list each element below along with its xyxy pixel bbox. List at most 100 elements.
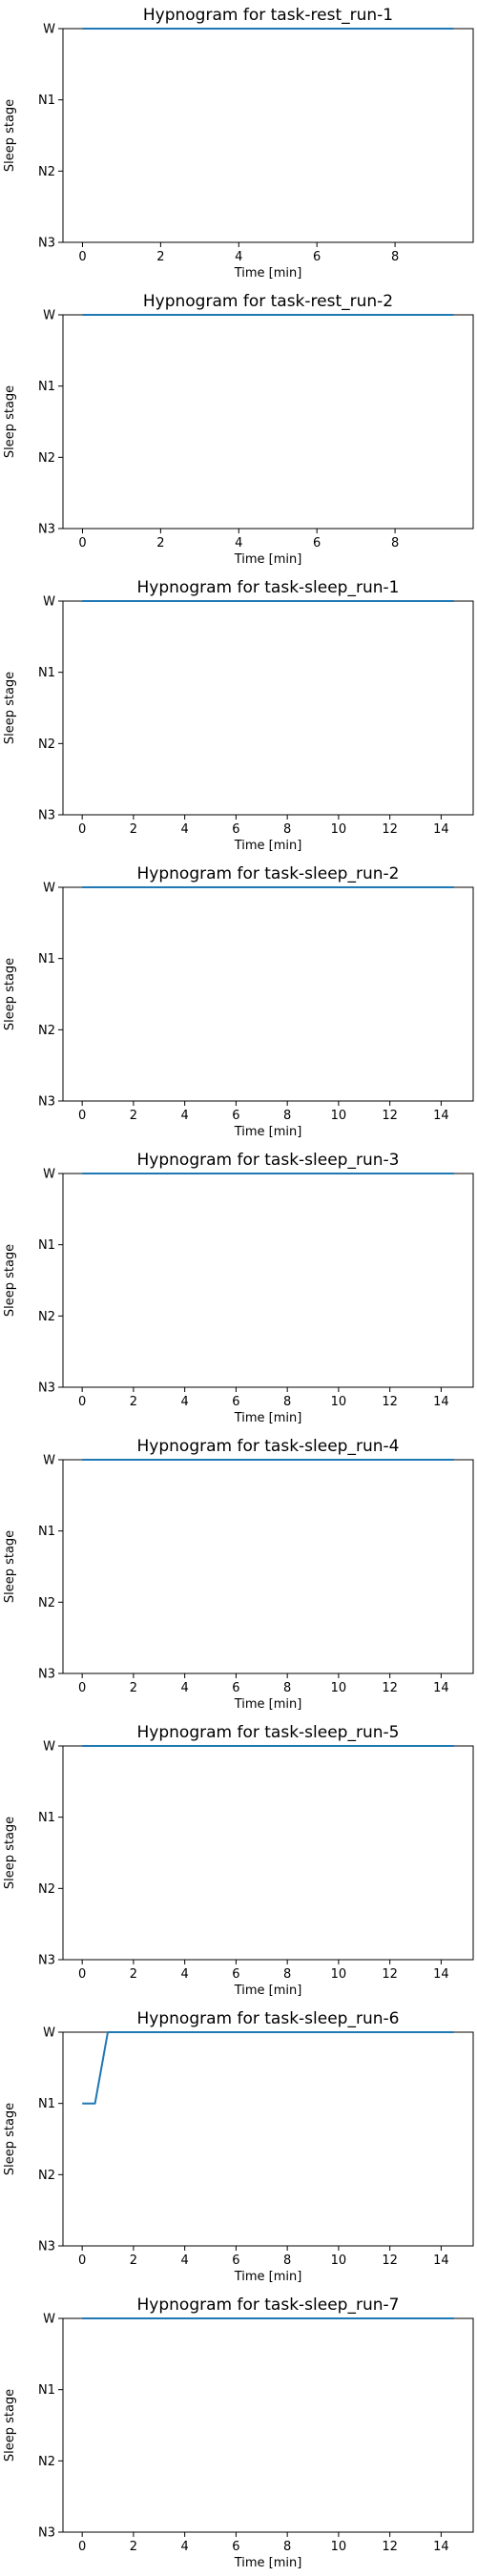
y-tick-label: N3	[38, 2240, 55, 2254]
panel-title: Hypnogram for task-sleep_run-7	[137, 2296, 400, 2315]
panel-title: Hypnogram for task-sleep_run-3	[137, 1151, 400, 1170]
x-tick-label: 0	[78, 250, 86, 264]
subplot-panels: Hypnogram for task-rest_run-1 W N1 N2 N3 0 2 4 6…	[3, 6, 474, 2570]
y-axis-label: Sleep stage	[3, 385, 17, 458]
y-tick-label: N1	[38, 2383, 55, 2398]
x-axis-label: Time [min]	[234, 552, 302, 567]
y-tick-label: N2	[38, 1596, 55, 1610]
y-tick-label: N3	[38, 2526, 55, 2541]
hypnogram-panel: Hypnogram for task-sleep_run-7 W N1 N2 N3 0 2 4…	[3, 2296, 474, 2570]
x-tick-label: 14	[433, 1109, 449, 1123]
hypnogram-panel: Hypnogram for task-sleep_run-3 W N1 N2 N3 0 2 4…	[3, 1151, 474, 1425]
y-axis-label: Sleep stage	[3, 672, 17, 744]
hypnogram-panel: Hypnogram for task-sleep_run-6 W N1 N2 N3 0 2 4…	[3, 2009, 474, 2284]
y-tick-label: N3	[38, 1095, 55, 1110]
x-tick-label: 12	[382, 822, 398, 837]
y-axis-label: Sleep stage	[3, 1530, 17, 1603]
x-tick-label: 10	[331, 2540, 347, 2554]
y-tick-label: W	[43, 1454, 55, 1468]
x-tick-label: 8	[391, 250, 399, 264]
x-tick-label: 8	[283, 2254, 291, 2268]
x-tick-label: 10	[331, 1681, 347, 1695]
y-tick-label: N3	[38, 523, 55, 537]
x-tick-label: 0	[78, 1395, 86, 1409]
y-tick-label: W	[43, 1740, 55, 1755]
y-tick-label: W	[43, 1168, 55, 1182]
x-tick-label: 6	[232, 1681, 239, 1695]
x-tick-label: 2	[130, 1395, 137, 1409]
x-tick-label: 0	[78, 536, 86, 551]
y-tick-label: N1	[38, 666, 55, 680]
hypnogram-panel: Hypnogram for task-rest_run-2 W N1 N2 N3 0 2 4 6…	[3, 292, 474, 567]
y-axis-label: Sleep stage	[3, 958, 17, 1030]
y-tick-label: W	[43, 309, 55, 323]
x-tick-label: 12	[382, 1681, 398, 1695]
x-tick-label: 12	[382, 2540, 398, 2554]
x-tick-label: 8	[283, 822, 291, 837]
x-axis-label: Time [min]	[234, 2556, 302, 2570]
panel-title: Hypnogram for task-sleep_run-1	[137, 578, 400, 597]
x-tick-label: 4	[181, 1109, 189, 1123]
panel-title: Hypnogram for task-sleep_run-6	[137, 2009, 400, 2028]
x-tick-label: 14	[433, 1395, 449, 1409]
y-tick-label: N3	[38, 1381, 55, 1396]
x-tick-label: 6	[232, 2254, 239, 2268]
y-tick-label: W	[43, 882, 55, 896]
x-tick-label: 8	[283, 1967, 291, 1982]
y-tick-label: N1	[38, 952, 55, 966]
x-tick-label: 6	[313, 250, 321, 264]
x-axis-label: Time [min]	[234, 839, 302, 853]
x-tick-label: 6	[232, 822, 239, 837]
x-tick-label: 0	[78, 1109, 86, 1123]
hypnogram-line	[82, 2031, 454, 2105]
panel-title: Hypnogram for task-sleep_run-2	[137, 864, 400, 883]
y-axis-label: Sleep stage	[3, 2389, 17, 2462]
panel-title: Hypnogram for task-sleep_run-4	[137, 1437, 400, 1456]
panel-title: Hypnogram for task-rest_run-1	[143, 6, 393, 25]
x-tick-label: 12	[382, 1967, 398, 1982]
y-axis-label: Sleep stage	[3, 1817, 17, 1889]
x-tick-label: 2	[156, 536, 164, 551]
x-tick-label: 12	[382, 2254, 398, 2268]
x-tick-label: 2	[130, 1681, 137, 1695]
y-tick-label: N2	[38, 2169, 55, 2183]
x-tick-label: 2	[130, 822, 137, 837]
x-tick-label: 8	[283, 1395, 291, 1409]
y-tick-label: N2	[38, 1882, 55, 1897]
x-tick-label: 4	[181, 1967, 189, 1982]
x-tick-label: 2	[130, 2540, 137, 2554]
panel-title: Hypnogram for task-sleep_run-5	[137, 1723, 400, 1742]
x-tick-label: 10	[331, 1395, 347, 1409]
x-tick-label: 14	[433, 2254, 449, 2268]
x-tick-label: 8	[283, 2540, 291, 2554]
x-tick-label: 10	[331, 822, 347, 837]
y-axis-label: Sleep stage	[3, 1244, 17, 1317]
x-tick-label: 2	[130, 1109, 137, 1123]
x-tick-label: 10	[331, 1109, 347, 1123]
x-tick-label: 14	[433, 1681, 449, 1695]
x-tick-label: 0	[78, 2254, 86, 2268]
x-tick-label: 6	[313, 536, 321, 551]
x-axis-label: Time [min]	[234, 1697, 302, 1712]
x-tick-label: 6	[232, 1395, 239, 1409]
x-tick-label: 6	[232, 2540, 239, 2554]
x-tick-label: 8	[391, 536, 399, 551]
x-axis-label: Time [min]	[234, 1125, 302, 1139]
x-tick-label: 8	[283, 1681, 291, 1695]
x-axis-label: Time [min]	[234, 2270, 302, 2284]
y-tick-label: W	[43, 2313, 55, 2327]
x-tick-label: 0	[78, 1681, 86, 1695]
x-tick-label: 2	[156, 250, 164, 264]
x-tick-label: 4	[181, 2254, 189, 2268]
x-tick-label: 0	[78, 2540, 86, 2554]
y-tick-label: N3	[38, 237, 55, 251]
x-tick-label: 0	[78, 1967, 86, 1982]
y-axis-label: Sleep stage	[3, 2103, 17, 2175]
y-tick-label: N2	[38, 451, 55, 466]
hypnogram-panel: Hypnogram for task-sleep_run-2 W N1 N2 N3 0 2 4…	[3, 864, 474, 1139]
x-tick-label: 14	[433, 1967, 449, 1982]
y-tick-label: N2	[38, 1024, 55, 1038]
y-tick-label: N2	[38, 2455, 55, 2469]
